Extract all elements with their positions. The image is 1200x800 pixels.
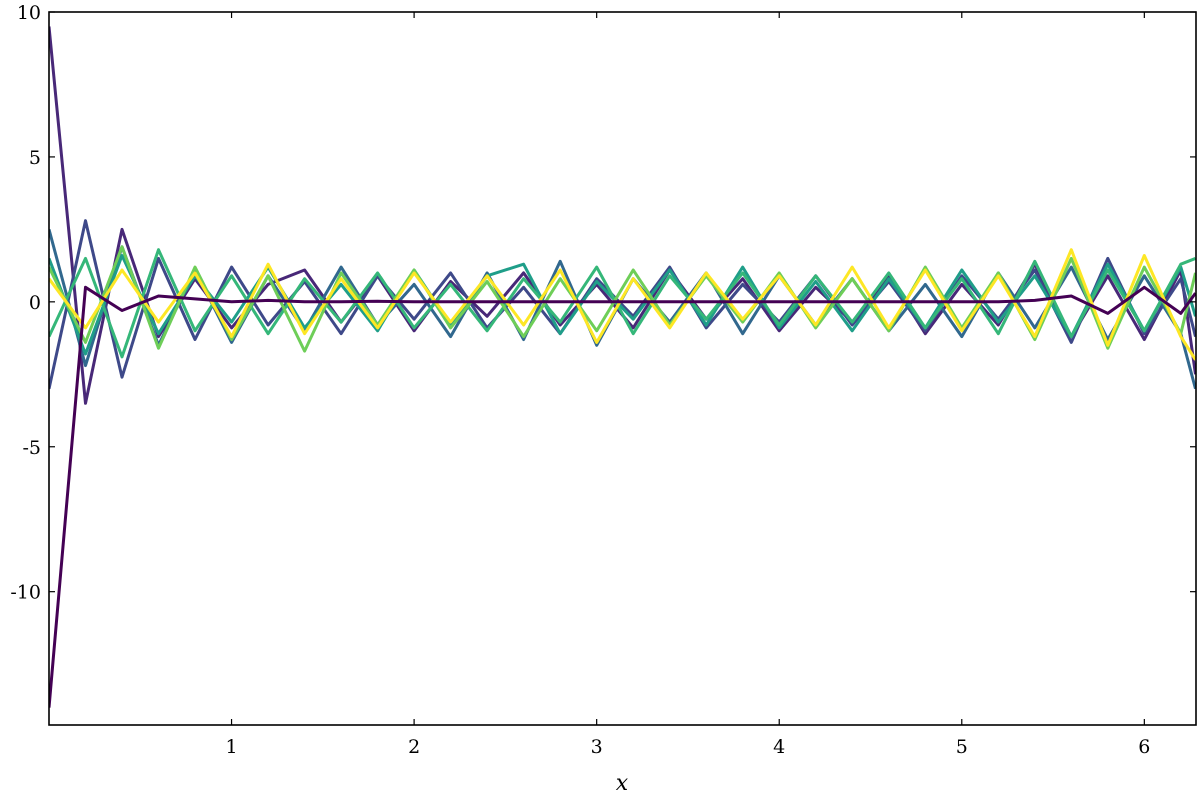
plot-frame xyxy=(48,11,1197,726)
y-tick-label: 5 xyxy=(29,147,41,169)
x-axis-label: x xyxy=(616,771,629,796)
y-tick-label: -5 xyxy=(22,437,41,459)
y-tick-label: -10 xyxy=(10,582,41,604)
series-line xyxy=(49,248,1196,359)
series-line xyxy=(49,248,1196,361)
series-line xyxy=(49,254,1196,356)
x-tick-label: 4 xyxy=(773,736,785,758)
series-line xyxy=(49,285,1196,708)
y-tick-label: 0 xyxy=(29,292,41,314)
x-tick-label: 5 xyxy=(956,736,968,758)
series-line xyxy=(49,26,1196,405)
x-tick-label: 3 xyxy=(591,736,603,758)
x-tick-label: 1 xyxy=(226,736,238,758)
series-line xyxy=(49,219,1196,390)
x-tick-label: 6 xyxy=(1138,736,1150,758)
x-tick-label: 2 xyxy=(408,736,420,758)
y-tick-label: 10 xyxy=(17,2,41,24)
